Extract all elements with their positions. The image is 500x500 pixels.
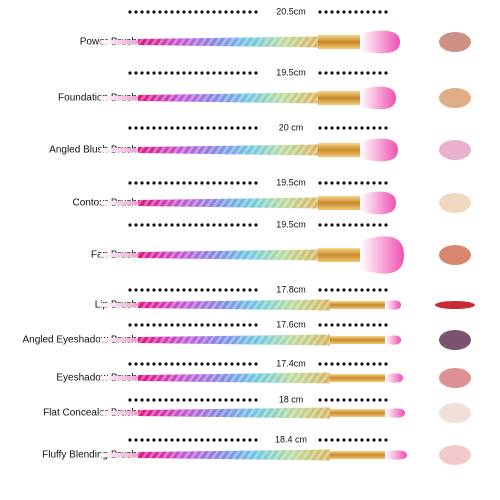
brush-ferrule <box>318 196 360 210</box>
brush-twist <box>138 92 318 104</box>
brush-tip <box>100 376 138 380</box>
brush-bristles <box>360 30 400 54</box>
brush-twist <box>138 299 330 311</box>
brush-bristles <box>385 300 401 310</box>
brush-twist <box>138 334 330 346</box>
brush-length: 18 cm <box>279 394 304 404</box>
brush-bristles <box>360 138 398 162</box>
brush-bristles <box>360 86 396 110</box>
brush-tip <box>100 303 138 307</box>
brush-name: Foundation Brush <box>58 93 137 104</box>
brush-bristles <box>360 236 404 274</box>
brush-length: 17.6cm <box>276 319 306 329</box>
color-swatch <box>439 140 471 160</box>
brush-length: 20.5cm <box>276 6 306 16</box>
brush-tip <box>100 453 138 457</box>
brush-name: Eyeshadow Brush <box>56 373 137 384</box>
color-swatch <box>439 368 471 388</box>
color-swatch <box>439 245 471 265</box>
brush-tip <box>100 411 138 415</box>
brush-twist <box>138 197 318 209</box>
brush-row: 20 cm Angled Blush Brush <box>49 122 471 162</box>
brush-twist <box>138 407 330 419</box>
brush-bristles <box>385 335 401 345</box>
brush-ferrule <box>330 336 385 344</box>
brush-bristles <box>360 191 396 215</box>
color-swatch <box>439 32 471 52</box>
brush-bristles <box>385 450 407 460</box>
brush-length: 17.4cm <box>276 358 306 368</box>
color-swatch <box>435 301 475 309</box>
brush-length: 19.5cm <box>276 67 306 77</box>
brush-ferrule <box>330 301 385 309</box>
brush-twist <box>138 249 318 261</box>
brush-row: 18 cm Flat Concealer Brush <box>43 394 471 423</box>
brush-length: 18.4 cm <box>275 434 307 444</box>
brush-name: Fluffy Blending Brush <box>42 450 137 461</box>
brush-twist <box>138 144 318 156</box>
brush-bristles <box>385 373 403 383</box>
brush-row: 18.4 cm Fluffy Blending Brush <box>42 434 471 465</box>
brush-tip <box>100 40 138 44</box>
brush-ferrule <box>318 91 360 105</box>
color-swatch <box>439 445 471 465</box>
brush-row: 19.5cm Foundation Brush <box>58 67 471 110</box>
brush-tip <box>100 253 138 257</box>
brush-tip <box>100 96 138 100</box>
brush-name: Flat Concealer Brush <box>43 408 137 419</box>
color-swatch <box>439 330 471 350</box>
brush-tip <box>100 201 138 205</box>
brush-ferrule <box>318 35 360 49</box>
brush-tip <box>100 338 138 342</box>
brush-row: 17.4cm Eyeshadow Brush <box>56 358 471 388</box>
brush-ferrule <box>330 409 385 417</box>
color-swatch <box>439 193 471 213</box>
brush-length: 19.5cm <box>276 219 306 229</box>
brush-ferrule <box>318 143 360 157</box>
color-swatch <box>439 88 471 108</box>
brush-ferrule <box>330 374 385 382</box>
brush-ferrule <box>330 451 385 459</box>
brush-twist <box>138 36 318 48</box>
brush-length: 19.5cm <box>276 177 306 187</box>
brush-length: 20 cm <box>279 122 304 132</box>
brush-twist <box>138 449 330 461</box>
brush-ferrule <box>318 248 360 262</box>
brush-bristles <box>385 408 405 418</box>
brush-name: Angled Blush Brush <box>49 145 137 156</box>
brush-twist <box>138 372 330 384</box>
color-swatch <box>439 403 471 423</box>
brush-row: 17.8cmLip Brush <box>95 284 475 311</box>
brush-tip <box>100 148 138 152</box>
brush-length: 17.8cm <box>276 284 306 294</box>
brush-name: Angled Eyeshadow Brush <box>22 335 137 346</box>
brush-row: 17.6cm Angled Eyeshadow Brush <box>22 319 471 350</box>
